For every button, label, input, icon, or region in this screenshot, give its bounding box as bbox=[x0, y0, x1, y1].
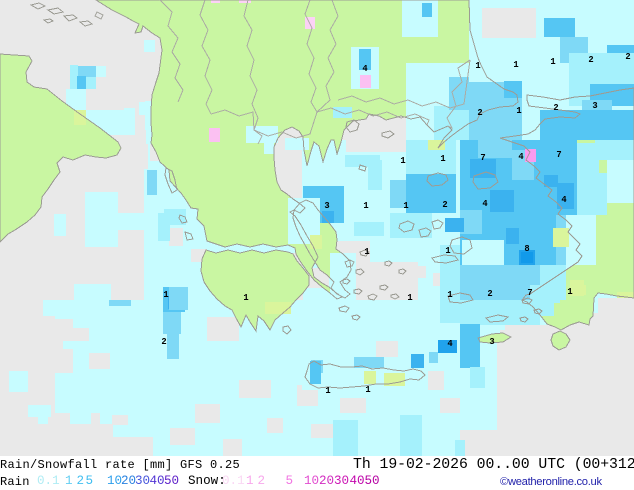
svg-text:1: 1 bbox=[550, 57, 555, 67]
svg-text:1: 1 bbox=[363, 201, 368, 211]
svg-text:1: 1 bbox=[364, 247, 369, 257]
svg-text:1: 1 bbox=[163, 290, 168, 300]
svg-text:4: 4 bbox=[561, 195, 567, 205]
svg-text:1: 1 bbox=[513, 60, 518, 70]
svg-text:2: 2 bbox=[625, 52, 630, 62]
svg-text:1: 1 bbox=[400, 156, 405, 166]
svg-text:8: 8 bbox=[524, 244, 529, 254]
svg-text:2: 2 bbox=[442, 200, 447, 210]
svg-text:1: 1 bbox=[440, 154, 445, 164]
svg-text:1: 1 bbox=[365, 385, 370, 395]
svg-text:3: 3 bbox=[324, 201, 329, 211]
svg-text:1: 1 bbox=[567, 287, 572, 297]
svg-text:1: 1 bbox=[325, 386, 330, 396]
svg-text:2: 2 bbox=[588, 55, 593, 65]
svg-text:2: 2 bbox=[553, 103, 558, 113]
svg-text:1: 1 bbox=[516, 106, 521, 116]
svg-text:3: 3 bbox=[592, 101, 597, 111]
svg-text:1: 1 bbox=[475, 61, 480, 71]
svg-text:2: 2 bbox=[487, 289, 492, 299]
svg-text:1: 1 bbox=[407, 293, 412, 303]
svg-text:1: 1 bbox=[403, 201, 408, 211]
svg-text:4: 4 bbox=[362, 64, 368, 74]
svg-text:7: 7 bbox=[480, 153, 485, 163]
svg-text:3: 3 bbox=[489, 337, 494, 347]
svg-text:1: 1 bbox=[445, 246, 450, 256]
svg-text:7: 7 bbox=[527, 288, 532, 298]
svg-text:4: 4 bbox=[518, 152, 524, 162]
svg-text:2: 2 bbox=[477, 108, 482, 118]
svg-text:2: 2 bbox=[161, 337, 166, 347]
svg-text:1: 1 bbox=[447, 290, 452, 300]
svg-text:7: 7 bbox=[556, 150, 561, 160]
svg-text:4: 4 bbox=[447, 339, 453, 349]
svg-text:4: 4 bbox=[482, 199, 488, 209]
svg-text:1: 1 bbox=[243, 293, 248, 303]
